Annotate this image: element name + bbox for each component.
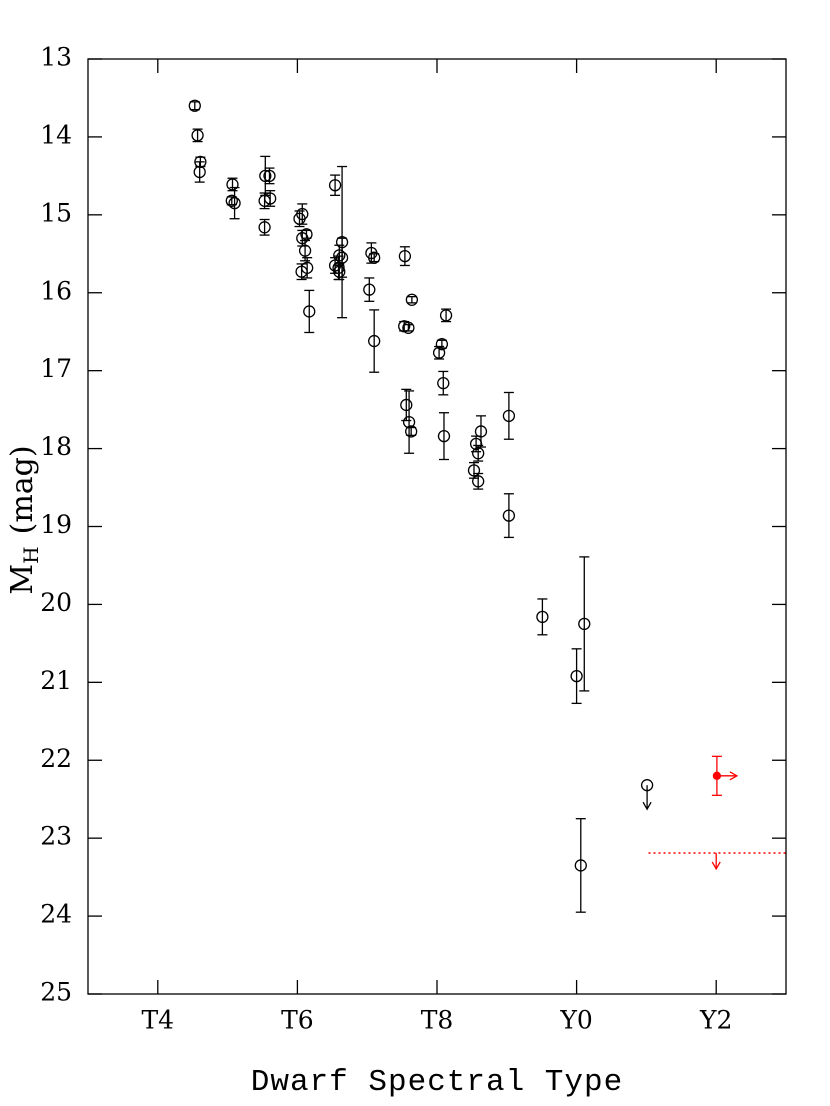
y-tick-label: 19 — [40, 510, 72, 539]
data-point — [300, 228, 313, 241]
data-point — [259, 169, 272, 183]
data-point — [188, 99, 201, 112]
data-point — [368, 251, 381, 264]
data-point — [502, 409, 516, 423]
data-point — [400, 398, 413, 412]
data-point — [439, 309, 453, 322]
data-point — [333, 249, 346, 262]
x-tick-label: T4 — [142, 1006, 175, 1035]
y-tick-label: 14 — [40, 120, 72, 149]
data-point — [191, 129, 204, 142]
data-point — [301, 261, 314, 274]
x-tick-label: T6 — [281, 1006, 314, 1035]
data-point — [467, 464, 481, 477]
x-tick-label: T8 — [421, 1006, 454, 1035]
x-tick-label: Y2 — [699, 1006, 732, 1035]
data-point — [712, 771, 722, 780]
plot-frame — [87, 58, 787, 995]
limit-arrow-head — [642, 801, 652, 811]
y-tick-label: 16 — [40, 276, 72, 305]
data-point — [405, 425, 418, 438]
data-point — [474, 425, 488, 438]
data-point — [402, 321, 415, 334]
data-point — [536, 610, 549, 624]
data-point — [472, 447, 485, 460]
y-tick-label: 13 — [40, 43, 72, 72]
data-point — [258, 221, 271, 234]
data-point — [226, 178, 239, 191]
data-point — [193, 165, 206, 179]
limit-arrow-head — [711, 861, 721, 871]
data-point — [435, 338, 449, 351]
y-tick-label: 15 — [40, 198, 72, 227]
data-point — [405, 293, 419, 306]
data-point — [258, 194, 271, 207]
y-tick-label: 20 — [40, 588, 72, 617]
y-tick-label: 25 — [40, 978, 72, 1007]
data-point — [225, 194, 238, 207]
limit-arrow-head — [729, 771, 739, 781]
y-tick-label: 21 — [40, 666, 72, 695]
y-tick-label: 24 — [40, 900, 72, 929]
data-point — [502, 509, 516, 522]
y-tick-label: 17 — [40, 354, 72, 383]
data-point — [472, 475, 485, 488]
data-point — [363, 283, 376, 296]
data-point — [263, 169, 276, 183]
data-point — [640, 779, 654, 792]
data-point — [303, 305, 316, 318]
y-label-sub: H — [19, 546, 43, 563]
y-tick-label: 22 — [40, 744, 72, 773]
x-axis-label: Dwarf Spectral Type — [251, 1065, 623, 1100]
data-point — [398, 249, 412, 263]
data-point — [570, 669, 583, 683]
data-point — [335, 251, 349, 264]
y-label-main: M — [5, 564, 40, 595]
data-point — [432, 346, 446, 359]
data-point — [574, 859, 587, 872]
y-tick-label: 23 — [40, 822, 72, 851]
data-point — [296, 207, 309, 221]
data-point — [328, 179, 342, 192]
data-point — [298, 244, 312, 257]
data-point — [437, 429, 451, 443]
y-axis-label: MH (mag) — [5, 445, 43, 594]
data-point — [228, 196, 241, 210]
data-point — [437, 376, 450, 390]
x-tick-label: Y0 — [559, 1006, 592, 1035]
y-label-unit: (mag) — [5, 445, 40, 534]
y-tick-label: 18 — [40, 432, 72, 461]
data-point — [368, 334, 381, 348]
data-point — [578, 617, 591, 631]
